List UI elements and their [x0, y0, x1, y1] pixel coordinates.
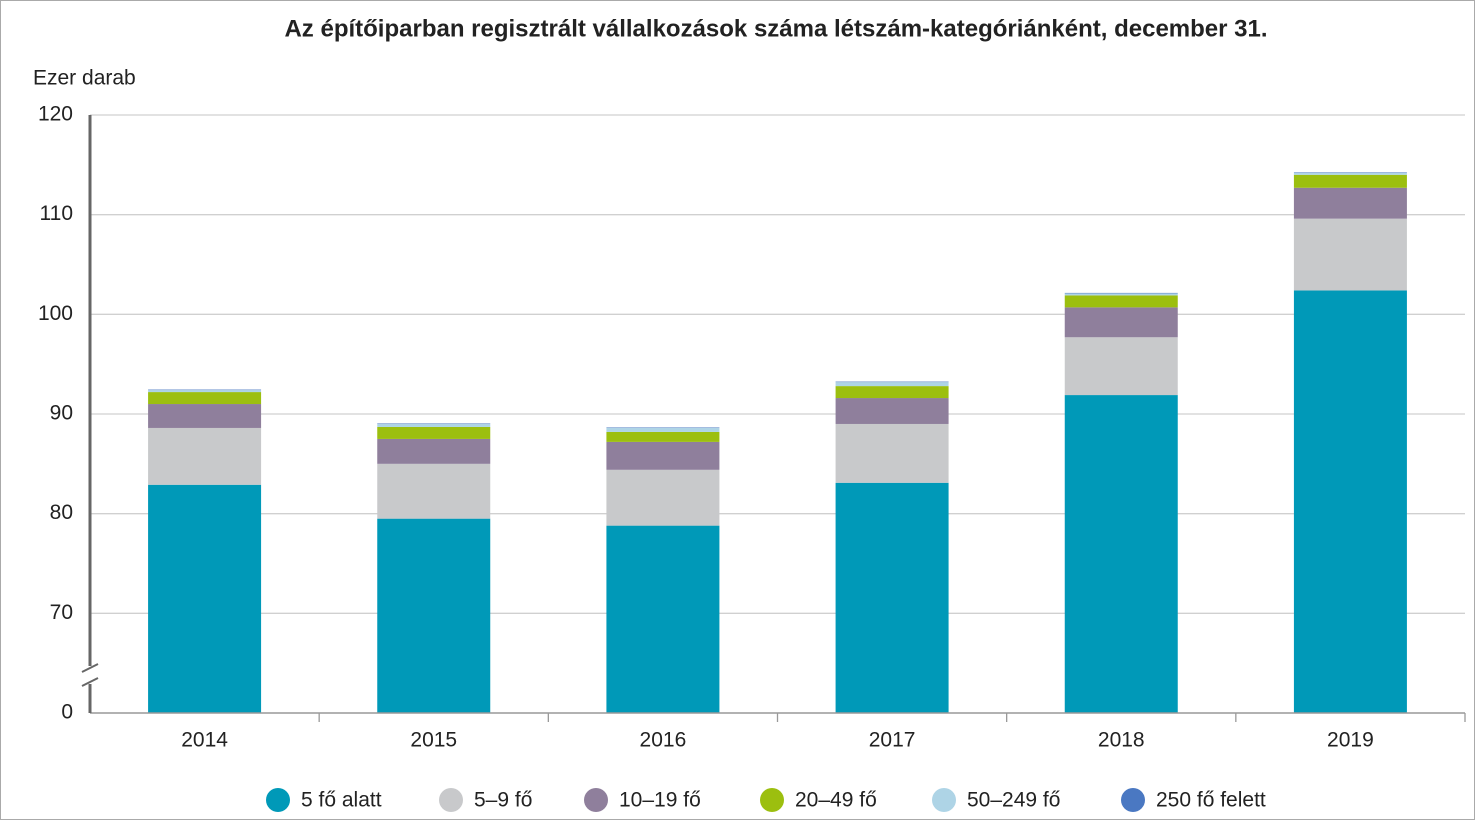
- bar-segment: [606, 427, 720, 432]
- bar-segment: [377, 438, 491, 464]
- bar-segment: [606, 441, 720, 470]
- axis-break: [81, 663, 99, 673]
- y-tick-label: 110: [40, 202, 73, 225]
- bar-segment: [1293, 172, 1407, 175]
- bar-segment: [835, 382, 949, 387]
- bar-segment: [148, 427, 262, 485]
- bar-segment: [148, 392, 262, 405]
- bar-segment: [377, 518, 491, 713]
- bar-segment: [835, 423, 949, 483]
- bar-segment: [1064, 307, 1178, 338]
- y-tick-label: 70: [50, 601, 73, 624]
- bar-segment: [835, 398, 949, 424]
- bar-segment: [148, 390, 262, 393]
- bar-segment: [1293, 290, 1407, 713]
- bar-segment: [1064, 295, 1178, 308]
- bar-segment: [1293, 174, 1407, 188]
- x-tick-label: 2016: [640, 729, 687, 752]
- legend-label: 5–9 fő: [474, 789, 532, 812]
- x-tick-label: 2017: [869, 729, 916, 752]
- legend-swatch: [932, 788, 956, 812]
- legend-swatch: [1121, 788, 1145, 812]
- y-tick-label: 0: [61, 701, 73, 724]
- bar-segment: [148, 404, 262, 428]
- legend-label: 250 fő felett: [1156, 789, 1266, 812]
- bar-segment: [1064, 337, 1178, 396]
- bar-segment: [1293, 218, 1407, 291]
- legend-swatch: [760, 788, 784, 812]
- bar-segment: [606, 431, 720, 442]
- bar-segment: [148, 484, 262, 713]
- legend-label: 20–49 fő: [795, 789, 877, 812]
- bar-segment: [835, 482, 949, 713]
- bar-segment: [1064, 395, 1178, 713]
- bar-segment: [1293, 187, 1407, 219]
- y-axis-label: Ezer darab: [33, 67, 136, 90]
- y-tick-label: 80: [50, 501, 73, 524]
- x-tick-label: 2019: [1327, 729, 1374, 752]
- bar-segment: [377, 423, 491, 427]
- chart-title: Az építőiparban regisztrált vállalkozáso…: [284, 15, 1267, 42]
- legend-swatch: [584, 788, 608, 812]
- legend-label: 10–19 fő: [619, 789, 701, 812]
- y-tick-label: 90: [50, 402, 73, 425]
- y-tick-label: 100: [38, 302, 73, 325]
- bar-segment: [1064, 293, 1178, 296]
- axis-break: [81, 677, 99, 687]
- bar-segment: [835, 386, 949, 399]
- y-tick-label: 120: [38, 103, 73, 126]
- x-tick-label: 2014: [181, 729, 228, 752]
- legend-swatch: [439, 788, 463, 812]
- bar-segment: [606, 469, 720, 526]
- legend-label: 50–249 fő: [967, 789, 1060, 812]
- x-tick-label: 2018: [1098, 729, 1145, 752]
- legend-swatch: [266, 788, 290, 812]
- legend-label: 5 fő alatt: [301, 789, 382, 812]
- x-tick-label: 2015: [410, 729, 457, 752]
- bar-segment: [606, 525, 720, 713]
- bar-segment: [377, 463, 491, 519]
- bar-segment: [377, 426, 491, 439]
